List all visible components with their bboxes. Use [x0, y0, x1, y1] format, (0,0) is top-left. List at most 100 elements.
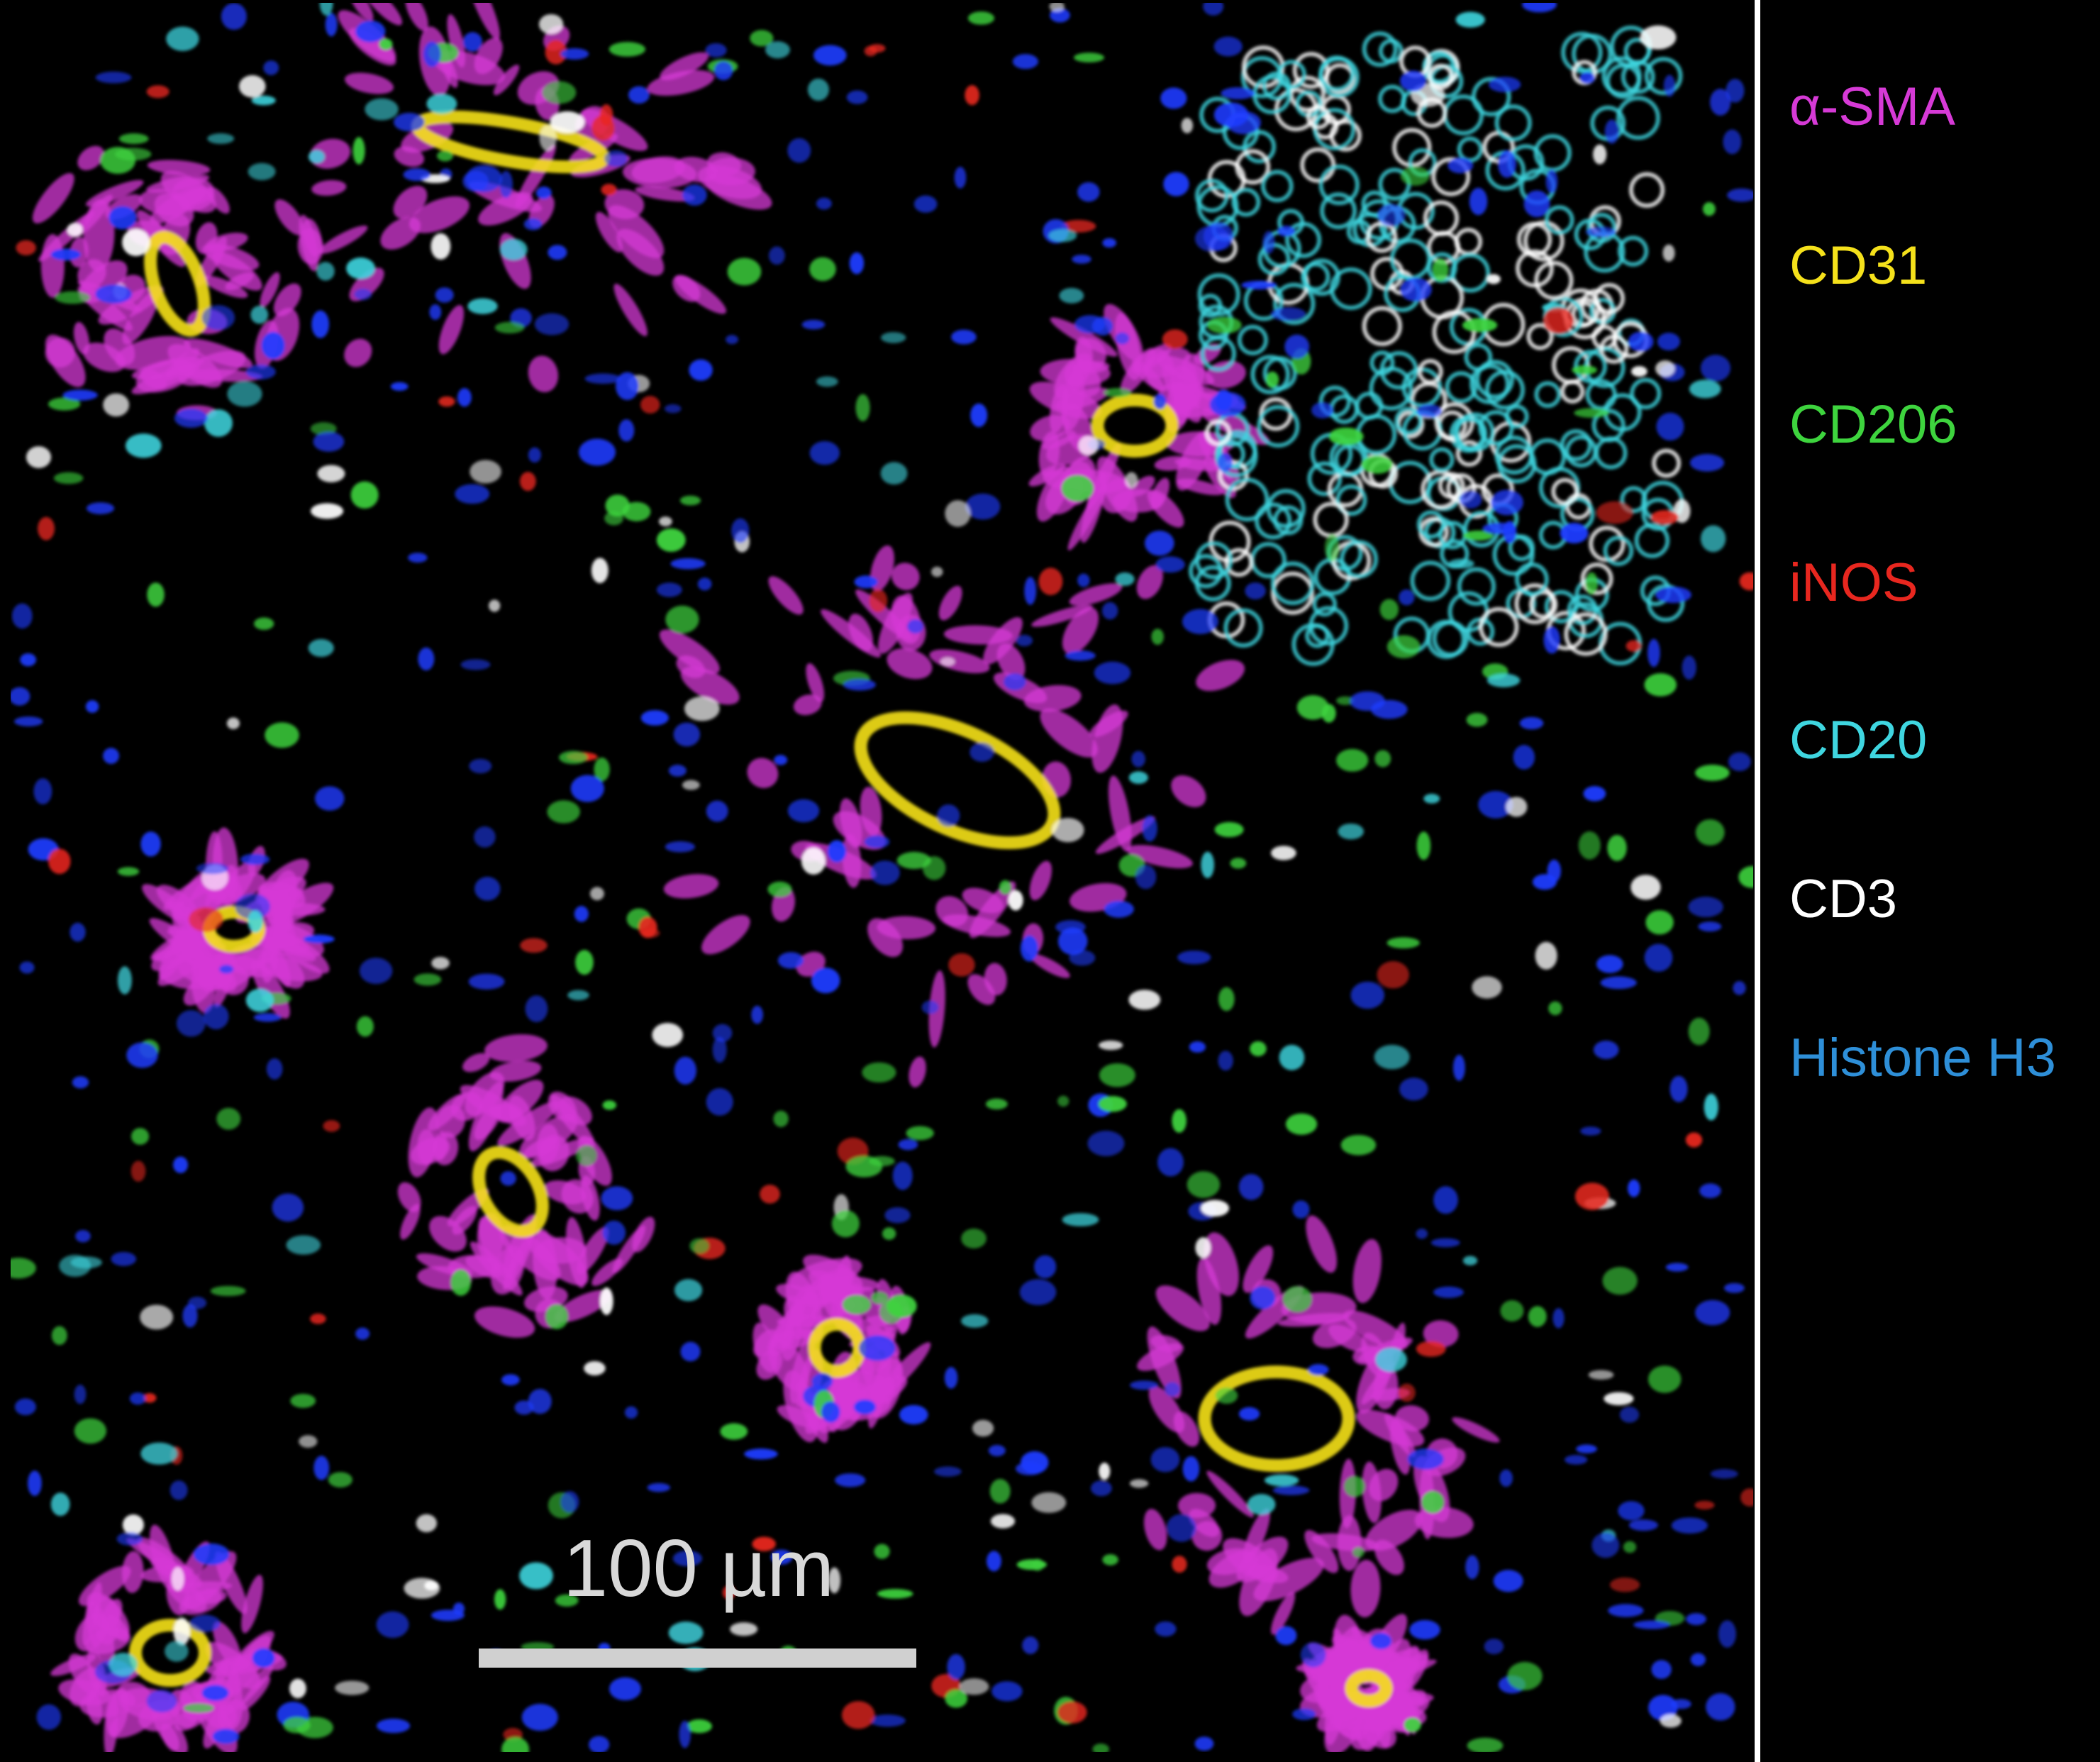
- cell: [103, 393, 130, 417]
- vessel-wall: [887, 648, 933, 680]
- cell: [1328, 427, 1364, 446]
- cell: [74, 1385, 87, 1404]
- cell: [1218, 1051, 1233, 1071]
- cell: [423, 41, 441, 68]
- cell: [842, 1295, 872, 1314]
- cell: [523, 218, 543, 231]
- cell: [216, 1107, 241, 1130]
- vessel-wall: [466, 3, 500, 40]
- cell: [874, 1544, 890, 1559]
- cell: [85, 700, 99, 713]
- cell: [173, 1617, 191, 1646]
- cell: [1091, 1480, 1112, 1497]
- cell: [265, 722, 299, 748]
- cell: [165, 1641, 189, 1662]
- cell: [1718, 1620, 1736, 1648]
- cell: [250, 306, 269, 324]
- cell: [20, 653, 37, 667]
- cell: [1062, 1213, 1099, 1226]
- cell: [1238, 1174, 1264, 1200]
- cell: [201, 305, 235, 331]
- cell: [1462, 530, 1494, 541]
- cell: [1189, 1041, 1206, 1053]
- tissue: [11, 3, 1753, 1752]
- cell: [1655, 360, 1675, 377]
- cell: [988, 1444, 1006, 1456]
- cell: [1125, 472, 1138, 489]
- cell: [846, 90, 868, 104]
- cell: [1644, 943, 1673, 972]
- cell: [647, 1483, 670, 1492]
- vessel-wall: [1040, 709, 1098, 758]
- cell: [882, 1227, 896, 1240]
- legend-label: CD31: [1789, 236, 1927, 296]
- cluster-cell: [1306, 104, 1331, 130]
- cell: [431, 956, 450, 970]
- vessel-wall: [663, 874, 719, 899]
- cell: [841, 1701, 875, 1729]
- cluster-cell: [1515, 249, 1554, 288]
- vessel-wall: [983, 617, 1023, 665]
- cell: [1416, 404, 1443, 419]
- cell: [1135, 865, 1157, 890]
- vessel-wall: [202, 275, 248, 299]
- cell: [1688, 1017, 1710, 1046]
- cell: [616, 372, 639, 400]
- cell: [870, 1714, 906, 1727]
- cell: [1630, 875, 1661, 900]
- cell: [680, 1341, 701, 1362]
- cell: [744, 1448, 778, 1460]
- cell: [1648, 1365, 1682, 1393]
- cluster-cell: [1194, 178, 1229, 213]
- cell: [555, 1594, 579, 1607]
- cell: [1115, 332, 1130, 345]
- cluster-cell: [1514, 583, 1556, 625]
- cell: [1618, 1501, 1645, 1521]
- cell: [1588, 1370, 1614, 1380]
- cell: [404, 1578, 440, 1599]
- cell: [1727, 188, 1753, 202]
- cell: [1700, 355, 1731, 382]
- cell: [849, 252, 865, 275]
- scale-bar: [479, 1649, 916, 1668]
- cell: [1671, 1517, 1708, 1534]
- cell: [313, 1456, 330, 1480]
- cell: [1467, 1737, 1504, 1752]
- cell: [171, 1567, 184, 1591]
- cell: [602, 1100, 617, 1110]
- legend-label: Histone H3: [1789, 1028, 2056, 1088]
- cell: [970, 742, 994, 762]
- cell: [467, 298, 498, 314]
- vessel-wall: [704, 174, 772, 210]
- cluster-cell: [1237, 324, 1269, 356]
- vessel-wall: [231, 1631, 274, 1673]
- cell: [589, 1736, 610, 1752]
- cell: [1265, 371, 1279, 388]
- cell: [1609, 1577, 1640, 1592]
- vessel-wall: [768, 576, 804, 615]
- vessel-wall: [45, 337, 76, 368]
- cell: [665, 605, 699, 633]
- cell: [1500, 1300, 1524, 1322]
- cell: [303, 934, 335, 944]
- cell: [967, 11, 995, 25]
- vessel-wall: [1196, 660, 1245, 692]
- cell: [816, 197, 832, 210]
- cell: [545, 1304, 569, 1329]
- vessel-wall: [1206, 1470, 1254, 1518]
- cluster-cell: [1266, 489, 1306, 528]
- cell: [970, 403, 988, 427]
- cell: [1284, 334, 1310, 359]
- cluster-cell: [1320, 192, 1357, 230]
- cell: [455, 484, 490, 504]
- cell: [535, 186, 552, 199]
- cell: [462, 32, 482, 52]
- cell: [14, 1398, 36, 1416]
- cluster-cell: [1628, 172, 1665, 208]
- cell: [1059, 287, 1084, 304]
- cell: [652, 1022, 684, 1048]
- cell: [821, 1401, 840, 1423]
- vessel-wall: [452, 1206, 477, 1235]
- vessel-wall: [360, 3, 403, 26]
- vessel-wall: [269, 951, 305, 989]
